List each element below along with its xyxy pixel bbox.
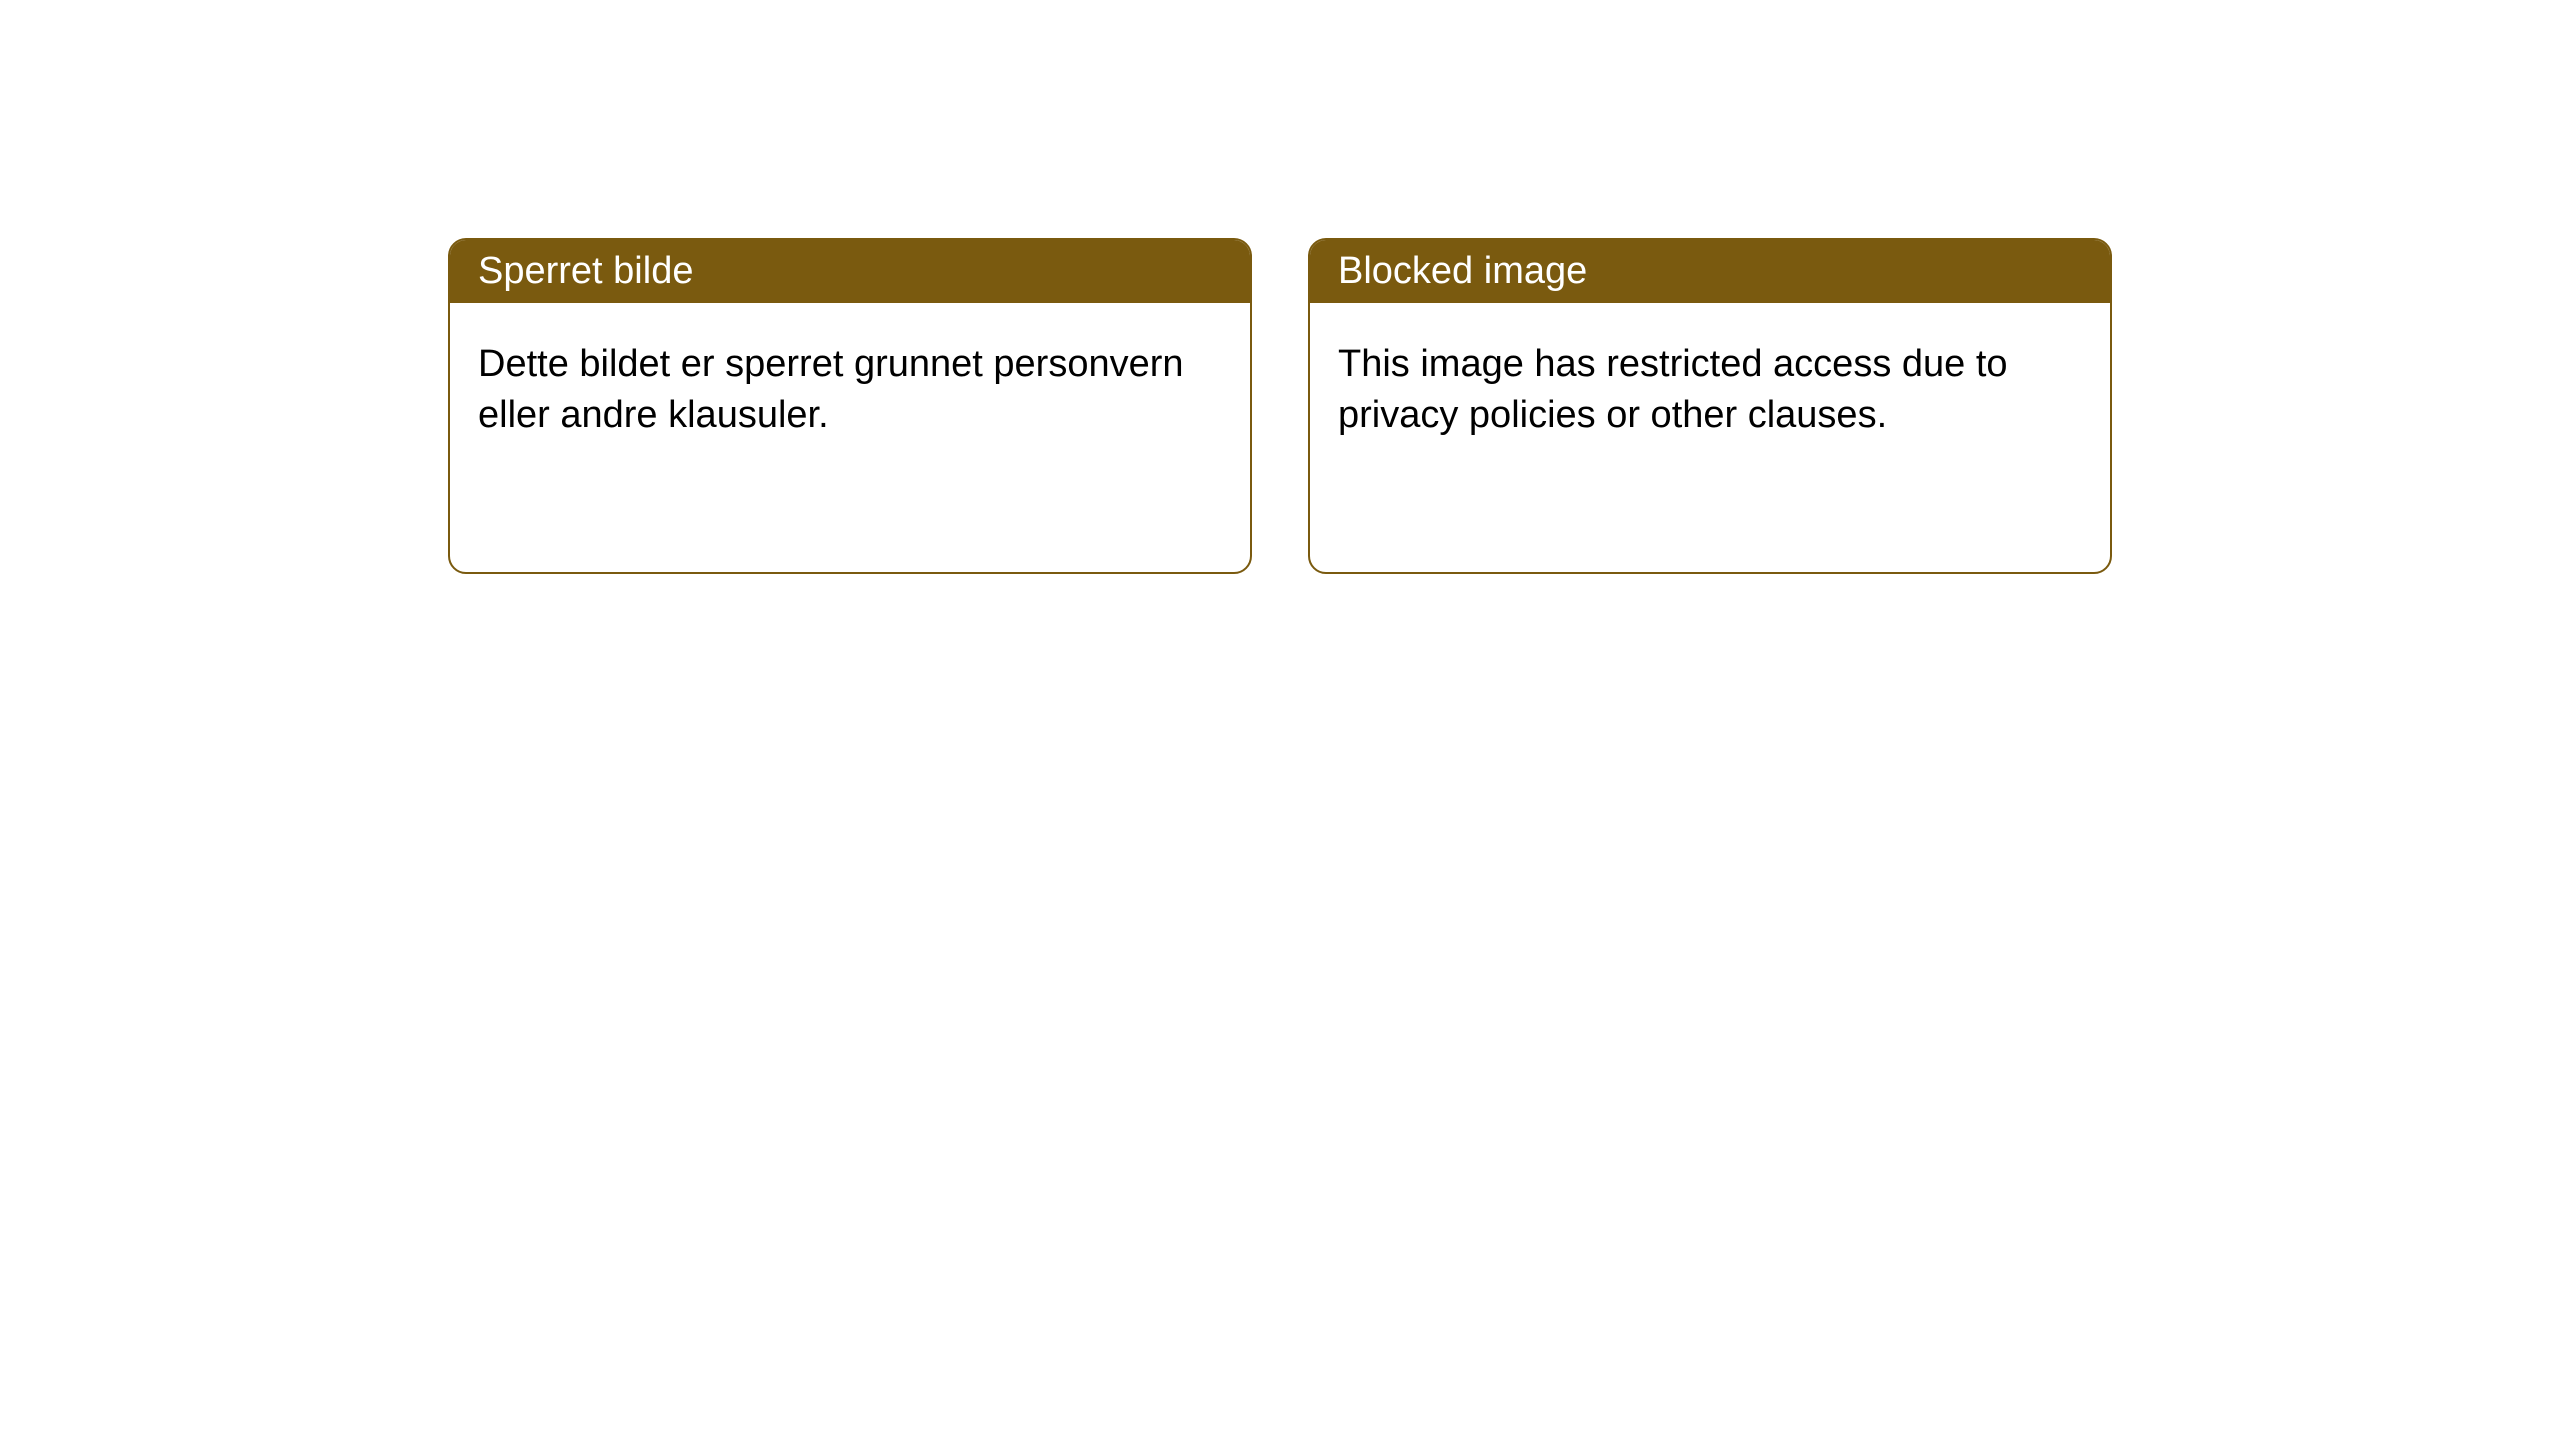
notice-container: Sperret bilde Dette bildet er sperret gr… [0,0,2560,574]
notice-body: This image has restricted access due to … [1310,303,2110,478]
notice-body: Dette bildet er sperret grunnet personve… [450,303,1250,478]
notice-card-norwegian: Sperret bilde Dette bildet er sperret gr… [448,238,1252,574]
notice-header: Sperret bilde [450,240,1250,303]
notice-header: Blocked image [1310,240,2110,303]
notice-card-english: Blocked image This image has restricted … [1308,238,2112,574]
